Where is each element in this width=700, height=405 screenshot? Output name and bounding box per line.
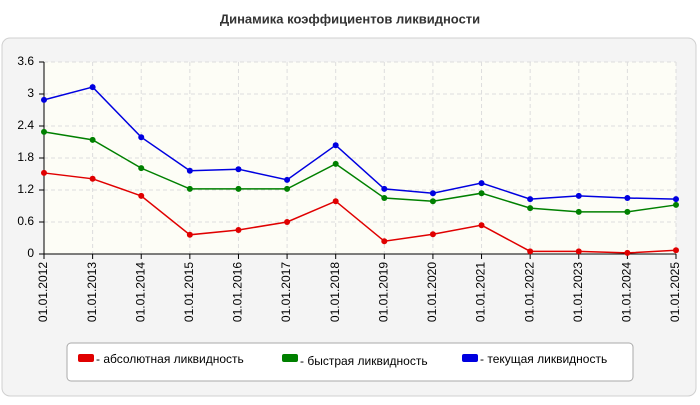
x-tick-label: 01.01.2024	[620, 262, 634, 322]
y-tick-label: 2.4	[17, 118, 34, 132]
y-tick-label: 0.6	[17, 214, 34, 228]
point	[89, 175, 96, 182]
legend-swatch	[78, 354, 94, 362]
x-tick-label: 01.01.2021	[474, 262, 488, 322]
legend-label: - абсолютная ликвидность	[96, 352, 244, 366]
point	[186, 185, 193, 192]
point	[478, 190, 485, 197]
x-tick-label: 01.01.2014	[133, 262, 147, 322]
point	[624, 195, 631, 201]
point	[186, 167, 193, 174]
point	[478, 222, 485, 229]
x-tick-label: 01.01.2018	[328, 262, 342, 322]
x-tick-label: 01.01.2016	[231, 262, 245, 322]
point	[527, 248, 534, 255]
series-line	[43, 172, 677, 254]
point	[138, 192, 145, 199]
point	[429, 231, 436, 238]
point	[381, 238, 388, 245]
point	[673, 247, 679, 254]
point	[575, 192, 582, 199]
legend-swatch	[462, 354, 478, 362]
x-tick-label: 01.01.2013	[85, 262, 99, 322]
point	[527, 205, 534, 212]
chart-title: Динамика коэффициентов ликвидности	[220, 11, 480, 26]
point	[284, 219, 291, 225]
x-tick-label: 01.01.2019	[376, 262, 390, 322]
point	[235, 227, 242, 233]
x-tick-label: 01.01.2012	[36, 262, 50, 322]
y-tick-label: 1.2	[17, 182, 34, 196]
point	[284, 185, 291, 192]
point	[381, 185, 388, 192]
x-tick-label: 01.01.2017	[279, 262, 293, 322]
point	[41, 169, 47, 176]
y-tick-label: 3	[27, 86, 34, 100]
legend	[66, 342, 634, 382]
point	[429, 190, 436, 197]
point	[527, 196, 534, 203]
point	[673, 201, 679, 208]
point	[89, 84, 96, 91]
point	[138, 165, 145, 172]
x-tick-label: 01.01.2025	[668, 262, 682, 322]
series-line	[43, 131, 677, 213]
point	[429, 198, 436, 205]
legend-label: - текущая ликвидность	[480, 352, 607, 366]
point	[673, 196, 679, 203]
point	[186, 231, 193, 238]
legend-label: - быстрая ликвидность	[300, 354, 428, 368]
point	[624, 208, 631, 215]
point	[332, 198, 339, 205]
point	[624, 249, 631, 256]
point	[575, 208, 582, 215]
point	[381, 195, 388, 201]
point	[575, 248, 582, 255]
series-line	[43, 86, 677, 200]
point	[41, 96, 47, 103]
point	[284, 176, 291, 183]
y-tick-label: 3.6	[17, 54, 34, 68]
x-tick-label: 01.01.2023	[571, 262, 585, 322]
point	[89, 136, 96, 143]
y-tick-label: 0	[27, 246, 34, 260]
point	[41, 128, 47, 135]
point	[235, 185, 242, 192]
y-tick-label: 1.8	[17, 150, 34, 164]
point	[332, 160, 339, 167]
point	[235, 166, 242, 173]
legend-swatch	[282, 354, 298, 362]
x-tick-label: 01.01.2022	[522, 262, 536, 322]
x-tick-label: 01.01.2015	[182, 262, 196, 322]
point	[138, 134, 145, 141]
point	[332, 142, 339, 149]
x-tick-label: 01.01.2020	[425, 262, 439, 322]
point	[478, 180, 485, 187]
